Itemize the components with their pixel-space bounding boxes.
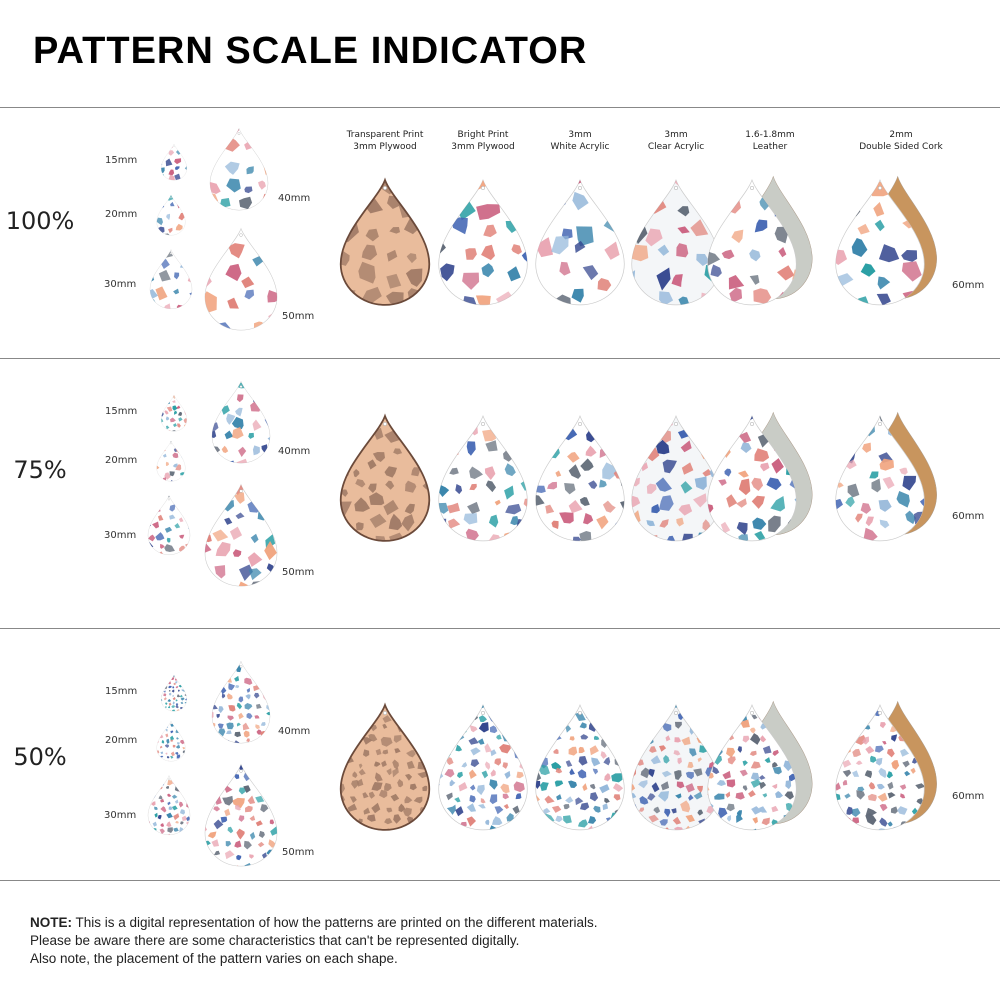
size-label-30mm: 30mm [104,810,137,821]
size-label-60mm: 60mm [952,280,985,291]
size-label-40mm: 40mm [278,726,311,737]
size-label-40mm: 40mm [278,193,311,204]
material-line-1: 2mm [889,130,913,140]
note-line-2: Please be aware there are some character… [30,933,520,948]
material-line-2: Clear Acrylic [647,142,705,152]
material-header: 1.6-1.8mm Leather [710,129,830,153]
note-line-3: Also note, the placement of the pattern … [30,951,398,966]
note-line-1: This is a digital representation of how … [75,915,598,930]
scale-label: 75% [13,456,67,484]
note-label: NOTE: [30,915,72,930]
drop-20mm [156,440,186,482]
material-line-1: 3mm [568,130,592,140]
material-header: 3mm Clear Acrylic [616,129,736,153]
drop-20mm [156,720,186,762]
drop-double-sided-cork [835,175,937,306]
drop-3mm-plywood [339,177,431,306]
divider [0,107,1000,108]
drop-3mm-plywood [438,703,528,831]
drop-clear-acrylic [631,414,721,542]
drop-white-acrylic [535,178,625,306]
drop-15mm [161,394,187,432]
material-line-2: Leather [752,142,788,152]
size-label-20mm: 20mm [105,455,138,466]
material-header: Bright Print 3mm Plywood [423,129,543,153]
drop-40mm [209,127,269,211]
material-line-2: Double Sided Cork [859,142,943,152]
material-line-1: Bright Print [457,130,509,140]
material-header: Transparent Print 3mm Plywood [325,129,445,153]
size-label-50mm: 50mm [282,567,315,578]
scale-section-50pct: 50% 15mm 20mm 30mm 40mm 50mm 60mm [0,628,1000,880]
material-line-1: Transparent Print [346,130,424,140]
material-line-1: 3mm [664,130,688,140]
scale-label: 100% [5,207,75,235]
drop-3mm-plywood [339,702,431,831]
drop-white-acrylic [535,703,625,831]
drop-50mm [204,227,278,331]
drop-3mm-plywood [438,414,528,542]
divider [0,358,1000,359]
size-label-20mm: 20mm [105,735,138,746]
material-line-2: 3mm Plywood [451,142,515,152]
size-label-30mm: 30mm [104,530,137,541]
divider [0,880,1000,881]
scale-section-75pct: 75% 15mm 20mm 30mm 40mm 50mm 60mm [0,358,1000,628]
scale-label: 50% [13,743,67,771]
size-label-15mm: 15mm [105,406,138,417]
drop-3mm-plywood [438,178,528,306]
material-header: 3mm White Acrylic [520,129,640,153]
note: NOTE: This is a digital representation o… [30,914,598,968]
drop-50mm [204,763,278,867]
drop-double-sided-cork [835,411,937,542]
size-label-50mm: 50mm [282,847,315,858]
size-label-20mm: 20mm [105,209,138,220]
drop-15mm [161,674,187,712]
size-label-50mm: 50mm [282,311,315,322]
drop-leather [707,411,813,542]
drop-30mm [149,249,193,309]
drop-white-acrylic [535,414,625,542]
drop-30mm [147,495,191,555]
drop-15mm [161,143,187,181]
drop-30mm [147,775,191,835]
drop-double-sided-cork [835,700,937,831]
drop-20mm [156,194,186,236]
size-label-15mm: 15mm [105,155,138,166]
material-line-2: White Acrylic [550,142,610,152]
size-label-15mm: 15mm [105,686,138,697]
size-label-60mm: 60mm [952,511,985,522]
drop-40mm [211,660,271,744]
page-title: PATTERN SCALE INDICATOR [33,30,588,72]
size-label-40mm: 40mm [278,446,311,457]
size-label-60mm: 60mm [952,791,985,802]
drop-40mm [211,380,271,464]
drop-leather [707,700,813,831]
drop-50mm [204,483,278,587]
material-line-2: 3mm Plywood [353,142,417,152]
material-header: 2mm Double Sided Cork [841,129,961,153]
drop-clear-acrylic [631,703,721,831]
scale-section-100pct: 100% 15mm 20mm 30mm 40mm 50mm 60mm Transparent … [0,107,1000,358]
divider [0,628,1000,629]
material-line-1: 1.6-1.8mm [745,130,795,140]
drop-leather [707,175,813,306]
size-label-30mm: 30mm [104,279,137,290]
drop-3mm-plywood [339,413,431,542]
